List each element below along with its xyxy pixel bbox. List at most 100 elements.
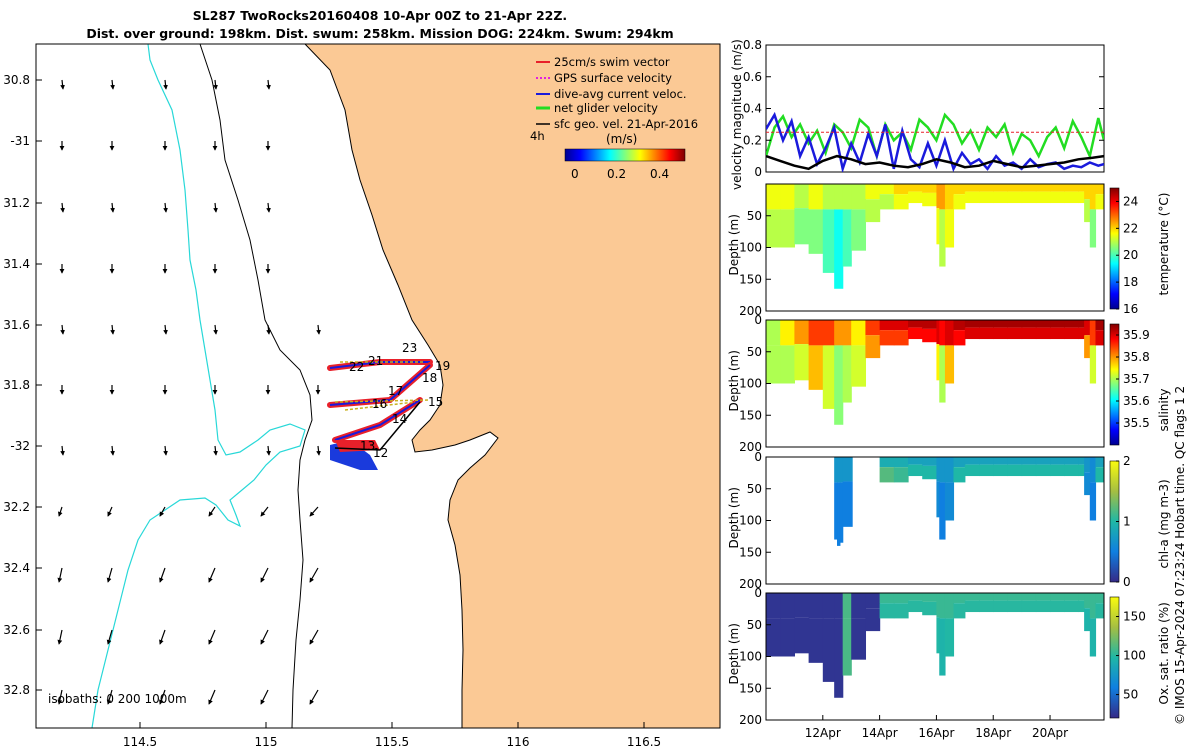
day-label: 14 [392, 412, 407, 426]
profile-upper-cell [1089, 593, 1097, 619]
profile-lower-cell [842, 209, 852, 267]
profile-lower-cell [1050, 191, 1065, 204]
profile-lower-cell [979, 464, 994, 477]
profile-lower-cell [837, 482, 841, 546]
lat-tick-label: -32 [10, 439, 30, 453]
profile-lower-cell [879, 330, 895, 346]
profile-upper-cell [939, 320, 946, 346]
section-profiles [766, 593, 1104, 698]
section-ytick-label: 150 [739, 408, 762, 422]
legend-entry-geo: sfc geo. vel. 21-Apr-2016 [536, 117, 698, 131]
profile-upper-cell [922, 593, 938, 602]
profile-upper-cell [1021, 184, 1037, 192]
geo-velocity-arrow [213, 79, 218, 90]
legend-entry-dive-avg: dive-avg current veloc. [536, 87, 687, 101]
section-ytick-label: 100 [739, 241, 762, 255]
profile-lower-cell [922, 601, 938, 616]
section-ytick-label: 200 [739, 577, 762, 591]
lon-tick-label: 116 [507, 735, 530, 749]
profile-upper-cell [822, 593, 835, 619]
figure-title-line1: SL287 TwoRocks20160408 10-Apr 00Z to 21-… [192, 8, 568, 23]
colorbar-tick-label: 2 [1123, 454, 1131, 468]
day-label: 18 [422, 371, 437, 385]
geo-velocity-arrow [60, 202, 65, 213]
profile-upper-cell [834, 320, 844, 346]
profile-lower-cell [766, 209, 781, 248]
profile-lower-cell [1007, 464, 1023, 477]
section-ytick-label: 200 [739, 713, 762, 727]
colorbar-tick-label: 0 [1123, 575, 1131, 589]
time-step-label: 4h [530, 129, 545, 143]
profile-upper-cell [979, 320, 994, 328]
section-ytick-label: 200 [739, 440, 762, 454]
profile-lower-cell [1021, 464, 1037, 477]
section-ylabel: Depth (m) [727, 214, 741, 275]
profile-lower-cell [953, 467, 966, 483]
dive-avg-track [334, 399, 421, 441]
geo-velocity-arrow [106, 689, 113, 705]
profile-upper-cell [993, 593, 1009, 601]
profile-upper-cell [1007, 184, 1023, 192]
section-xtick-label: 18Apr [975, 726, 1011, 740]
legend-entry-swim: 25cm/s swim vector [536, 55, 670, 69]
geo-velocity-arrow [60, 445, 65, 456]
section-ytick-label: 150 [739, 681, 762, 695]
profile-lower-cell [953, 330, 966, 346]
profile-lower-cell [879, 603, 895, 619]
section-colorbar [1109, 187, 1120, 310]
profile-upper-cell [1050, 593, 1065, 601]
profile-lower-cell [1084, 335, 1091, 359]
profile-lower-cell [993, 191, 1009, 204]
section-colorbar-label: chl-a (mg m-3) [1157, 479, 1171, 568]
section-panel: 0 50 100 150 200 Depth (m) 0 1 2 chl-a (mg m-3) [727, 450, 1171, 591]
profile-upper-cell [1095, 184, 1104, 195]
profile-lower-cell [964, 464, 980, 477]
profile-lower-cell [865, 335, 881, 359]
profile-lower-cell [1089, 209, 1097, 248]
profile-upper-cell [936, 593, 940, 618]
profile-upper-cell [842, 184, 852, 210]
velocity-ytick-label: 0.6 [743, 70, 762, 84]
profile-upper-cell [1035, 593, 1051, 601]
profile-lower-cell [865, 608, 881, 632]
section-xtick-label: 14Apr [862, 726, 898, 740]
profile-lower-cell [944, 482, 955, 521]
geo-velocity-arrow [213, 202, 218, 213]
geo-velocity-arrow [266, 445, 271, 456]
profile-lower-cell [879, 194, 895, 210]
section-xtick-label: 20Apr [1032, 726, 1068, 740]
geo-velocity-arrow [163, 445, 168, 456]
section-panel: 0 50 100 150 200 Depth (m) 50 100 150 Ox. sat. ra… [727, 586, 1171, 740]
geo-velocity-arrow [57, 567, 63, 583]
section-profiles [766, 184, 1104, 289]
geo-velocity-arrow [110, 202, 115, 213]
profile-upper-cell [842, 320, 852, 346]
day-label: 19 [435, 359, 450, 373]
profile-upper-cell [1035, 184, 1051, 192]
profile-lower-cell [979, 600, 994, 613]
profile-lower-cell [1089, 482, 1097, 521]
profile-lower-cell [822, 209, 835, 273]
legend-label-geo: sfc geo. vel. 21-Apr-2016 [554, 117, 698, 131]
profile-lower-cell [780, 618, 796, 657]
profile-upper-cell [794, 593, 810, 618]
profile-lower-cell [908, 327, 923, 340]
profile-upper-cell [993, 457, 1009, 465]
profile-lower-cell [908, 191, 923, 204]
profile-lower-cell [1050, 327, 1065, 340]
profile-upper-cell [993, 184, 1009, 192]
profile-lower-cell [979, 191, 994, 204]
velocity-ytick-label: 0.2 [743, 133, 762, 147]
profile-upper-cell [1084, 184, 1091, 200]
profile-upper-cell [1035, 320, 1051, 328]
profile-lower-cell [1095, 194, 1104, 210]
isobaths-label: isobaths: 0 200 1000m [48, 692, 187, 706]
profile-upper-cell [953, 184, 966, 195]
profile-upper-cell [1089, 320, 1097, 346]
velocity-ytick-label: 0.4 [743, 102, 762, 116]
colorbar-tick-label: 24 [1123, 194, 1138, 208]
geo-velocity-arrow [309, 506, 319, 517]
profile-lower-cell [922, 328, 938, 343]
legend-label-net: net glider velocity [554, 101, 658, 115]
section-ytick-label: 0 [754, 586, 762, 600]
